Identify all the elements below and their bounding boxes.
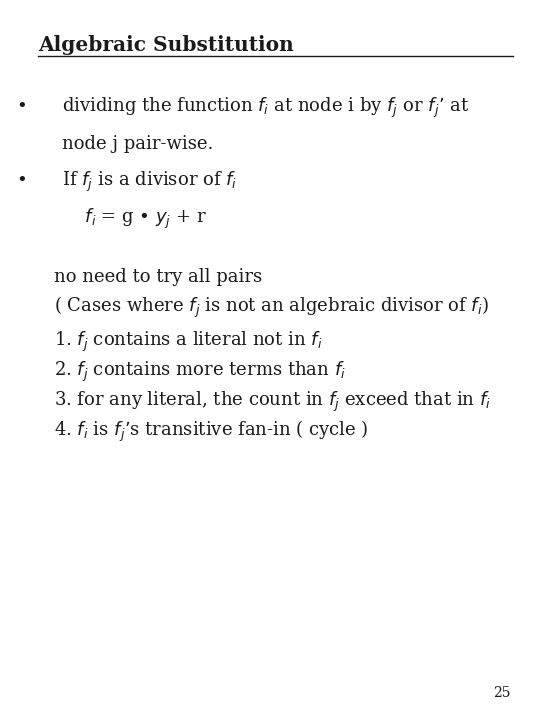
Text: •: •	[16, 172, 27, 190]
Text: If $f_j$ is a divisor of $f_i$: If $f_j$ is a divisor of $f_i$	[62, 169, 238, 194]
Text: 3. for any literal, the count in $f_j$ exceed that in $f_i$: 3. for any literal, the count in $f_j$ e…	[54, 390, 491, 414]
Text: 2. $f_j$ contains more terms than $f_i$: 2. $f_j$ contains more terms than $f_i$	[54, 360, 346, 384]
Text: 1. $f_j$ contains a literal not in $f_i$: 1. $f_j$ contains a literal not in $f_i$	[54, 329, 323, 354]
Text: •: •	[16, 98, 27, 116]
Text: Algebraic Substitution: Algebraic Substitution	[38, 35, 294, 55]
Text: 25: 25	[494, 686, 511, 700]
Text: dividing the function $f_i$ at node i by $f_j$ or $f_j$’ at: dividing the function $f_i$ at node i by…	[62, 95, 469, 120]
Text: node j pair-wise.: node j pair-wise.	[62, 135, 213, 153]
Text: 4. $f_i$ is $f_j$’s transitive fan-in ( cycle ): 4. $f_i$ is $f_j$’s transitive fan-in ( …	[54, 419, 368, 444]
Text: no need to try all pairs: no need to try all pairs	[54, 269, 262, 287]
Text: ( Cases where $f_j$ is not an algebraic divisor of $f_i$): ( Cases where $f_j$ is not an algebraic …	[54, 294, 489, 320]
Text: $f_i$ = g • $y_j$ + r: $f_i$ = g • $y_j$ + r	[62, 207, 207, 231]
